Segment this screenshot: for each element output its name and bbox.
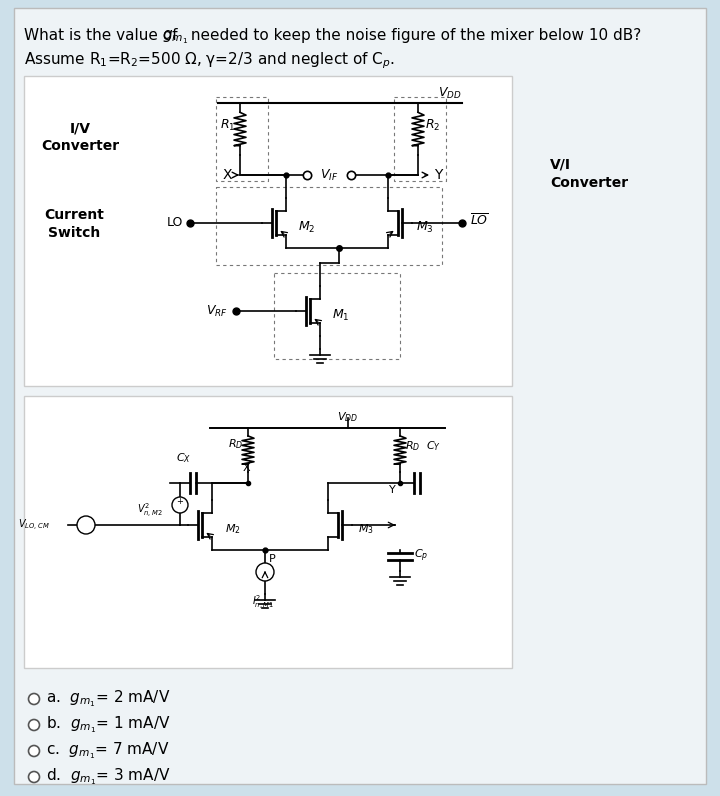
Text: +: +	[176, 498, 184, 506]
Circle shape	[172, 497, 188, 513]
Circle shape	[29, 720, 40, 731]
Text: $R_1$: $R_1$	[220, 118, 235, 133]
Text: $C_p$: $C_p$	[414, 548, 428, 564]
Bar	[394, 97, 446, 181]
Text: $R_D$: $R_D$	[228, 437, 243, 451]
Text: Switch: Switch	[48, 226, 100, 240]
Text: $C_X$: $C_X$	[176, 451, 192, 465]
Circle shape	[29, 693, 40, 704]
Text: Y: Y	[434, 168, 442, 182]
Text: $V_{DD}$: $V_{DD}$	[338, 410, 359, 423]
Bar	[24, 76, 512, 386]
Text: X: X	[242, 463, 250, 473]
Text: needed to keep the noise figure of the mixer below 10 dB?: needed to keep the noise figure of the m…	[186, 28, 642, 43]
Circle shape	[29, 771, 40, 782]
Text: $V_{DD}$: $V_{DD}$	[438, 86, 462, 101]
Text: $M_1$: $M_1$	[332, 307, 349, 322]
Text: $M_2$: $M_2$	[225, 522, 240, 536]
Text: $V_{IF}$: $V_{IF}$	[320, 167, 338, 182]
Text: b.  $g_{m_1}$= 1 mA/V: b. $g_{m_1}$= 1 mA/V	[46, 715, 171, 736]
Circle shape	[77, 516, 95, 534]
Text: $g_{m_1}$: $g_{m_1}$	[162, 28, 188, 45]
Text: Converter: Converter	[41, 139, 119, 153]
Text: $\overline{LO}$: $\overline{LO}$	[470, 213, 489, 228]
Text: P: P	[269, 554, 276, 564]
Text: $V_{RF}$: $V_{RF}$	[206, 303, 228, 318]
Text: Current: Current	[44, 208, 104, 222]
Text: LO: LO	[166, 217, 183, 229]
Text: $M_3$: $M_3$	[358, 522, 374, 536]
Text: $I^2_{n,M1}$: $I^2_{n,M1}$	[252, 594, 274, 612]
Text: a.  $g_{m_1}$= 2 mA/V: a. $g_{m_1}$= 2 mA/V	[46, 689, 171, 709]
Text: c.  $g_{m_1}$= 7 mA/V: c. $g_{m_1}$= 7 mA/V	[46, 741, 169, 761]
Text: $M_3$: $M_3$	[416, 220, 433, 235]
Text: What is the value of: What is the value of	[24, 28, 182, 43]
Text: Converter: Converter	[550, 176, 628, 190]
Circle shape	[29, 746, 40, 756]
Text: $V_{LO,CM}$: $V_{LO,CM}$	[18, 517, 50, 533]
Text: $R_D$  $C_Y$: $R_D$ $C_Y$	[405, 439, 441, 453]
Text: $R_2$: $R_2$	[425, 118, 441, 133]
Text: $V^2_{n,M2}$: $V^2_{n,M2}$	[137, 502, 163, 520]
Text: V/I: V/I	[550, 158, 571, 172]
Bar	[216, 187, 442, 265]
Text: Y: Y	[390, 485, 396, 495]
Text: X: X	[222, 168, 232, 182]
Bar	[274, 273, 400, 359]
Circle shape	[256, 563, 274, 581]
Text: d.  $g_{m_1}$= 3 mA/V: d. $g_{m_1}$= 3 mA/V	[46, 767, 171, 787]
Bar	[216, 97, 268, 181]
Bar	[24, 396, 512, 668]
Text: Assume R$_1$=R$_2$=500 Ω, γ=2/3 and neglect of C$_p$.: Assume R$_1$=R$_2$=500 Ω, γ=2/3 and negl…	[24, 50, 395, 71]
Text: I/V: I/V	[70, 121, 91, 135]
Text: $M_2$: $M_2$	[298, 220, 315, 235]
